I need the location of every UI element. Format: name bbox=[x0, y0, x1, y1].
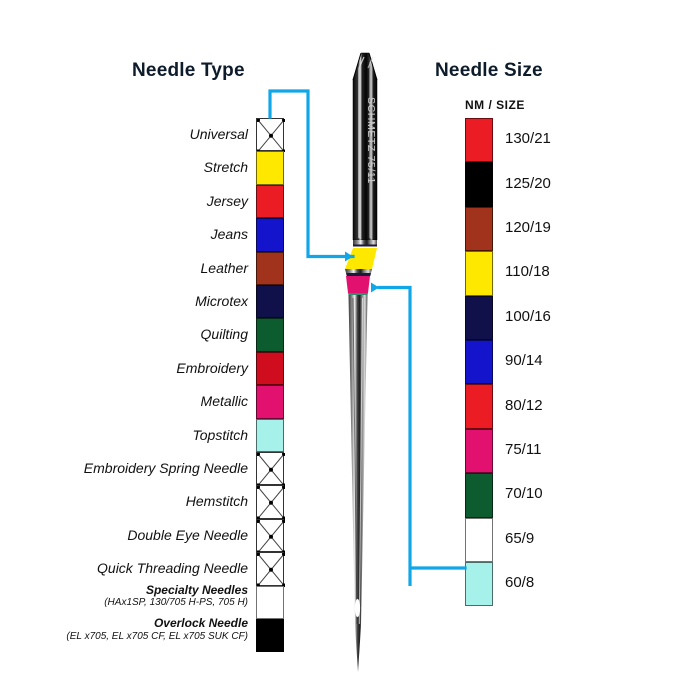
svg-text:SCHMETZ 75/11: SCHMETZ 75/11 bbox=[365, 97, 377, 184]
